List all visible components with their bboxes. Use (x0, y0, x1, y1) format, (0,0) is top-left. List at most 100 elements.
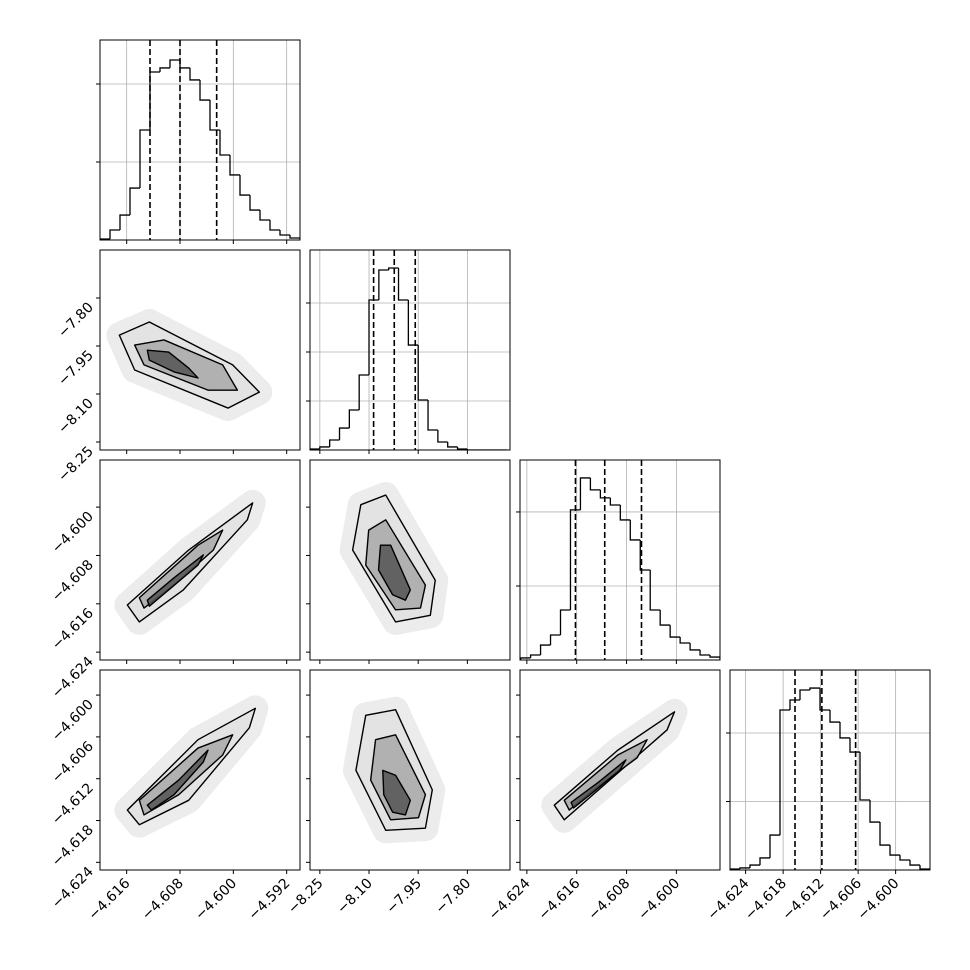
histogram-step (259, 210, 270, 221)
histogram-step (397, 268, 409, 301)
histogram-step (279, 230, 290, 236)
histogram-step (466, 449, 478, 450)
histogram-step (859, 752, 870, 801)
histogram-step (709, 654, 720, 660)
x-tick-label: −8.10 (334, 876, 376, 918)
contour (382, 769, 412, 816)
panel-frame (309, 669, 511, 871)
histogram-step (730, 868, 740, 870)
histogram-step (739, 867, 750, 870)
histogram-step (239, 174, 250, 196)
histogram-step (139, 129, 150, 189)
y-tick-label: −8.25 (55, 444, 97, 486)
histogram-step (889, 845, 900, 856)
histogram-step (839, 722, 850, 739)
histogram-step (189, 67, 200, 81)
histogram-step (358, 374, 370, 411)
y-tick-label: −4.618 (49, 822, 97, 870)
histogram-step (338, 427, 350, 441)
histogram-step (659, 609, 671, 626)
panel (730, 670, 930, 870)
x-tick-label: −4.600 (192, 876, 240, 924)
histogram-step (249, 195, 260, 211)
panel-frame (519, 459, 721, 661)
contour (570, 759, 627, 809)
panel (541, 698, 688, 833)
y-tick-label: −4.624 (49, 654, 97, 702)
histogram-step (869, 800, 880, 823)
histogram-step (809, 687, 820, 690)
y-tick-label: −4.624 (49, 864, 97, 912)
y-tick-label: −7.95 (55, 348, 97, 390)
y-tick-label: −4.600 (49, 697, 97, 745)
histogram-step (559, 609, 571, 635)
panel (520, 460, 720, 660)
histogram-step (629, 519, 641, 541)
histogram-step (219, 130, 230, 156)
histogram-step (909, 860, 920, 866)
histogram-step (769, 834, 780, 858)
histogram-step (199, 79, 210, 101)
histogram-step (229, 154, 240, 176)
panel-frame (309, 249, 511, 451)
histogram-step (789, 699, 800, 710)
y-tick-label: −4.600 (49, 509, 97, 557)
x-tick-label: −7.95 (383, 876, 425, 918)
histogram-step (679, 637, 691, 644)
histogram-step (456, 446, 468, 450)
panel-frame (729, 669, 931, 871)
histogram-step (689, 642, 701, 651)
histogram-step (829, 710, 840, 723)
histogram-step (437, 430, 448, 443)
histogram-step (109, 229, 120, 240)
histogram-step (749, 864, 760, 868)
panel (342, 696, 446, 844)
panel (100, 40, 300, 240)
histogram-step (649, 569, 661, 611)
histogram-step (669, 625, 681, 638)
y-tick-label: −4.606 (49, 738, 97, 786)
histogram-step (348, 409, 360, 429)
y-tick-label: −4.608 (49, 557, 97, 605)
x-tick-label: −8.25 (285, 876, 327, 918)
histogram-step (579, 477, 591, 510)
histogram-step (529, 654, 541, 658)
x-tick-label: −7.80 (433, 876, 475, 918)
histogram-step (919, 865, 930, 870)
x-tick-label: −4.616 (536, 875, 584, 923)
panel (339, 482, 449, 635)
contour (146, 749, 209, 811)
histogram-step (899, 855, 910, 861)
histogram-step (149, 71, 160, 131)
histogram-step (209, 100, 220, 131)
x-tick-label: −4.608 (585, 876, 633, 924)
histogram-step (539, 644, 551, 655)
panel-frame (99, 669, 301, 871)
histogram-step (879, 822, 890, 846)
contour (377, 544, 412, 601)
histogram-step (269, 220, 280, 231)
contour (369, 734, 427, 821)
panel (310, 250, 510, 450)
y-tick-label: −8.10 (55, 396, 97, 438)
histogram-step (569, 509, 581, 610)
histogram-step (119, 214, 130, 231)
x-tick-label: −4.592 (246, 876, 294, 924)
histogram-step (179, 59, 190, 69)
x-tick-label: −4.600 (855, 876, 903, 924)
histogram-step (319, 446, 330, 450)
histogram-step (639, 539, 651, 571)
x-tick-label: −4.624 (486, 875, 534, 923)
histogram-step (329, 439, 340, 447)
panel-frame (309, 459, 511, 661)
panel-frame (519, 669, 721, 871)
histogram-step (159, 67, 170, 72)
histogram-step (417, 345, 429, 401)
panel (106, 309, 273, 422)
histogram-step (520, 657, 531, 660)
histogram-step (609, 497, 621, 506)
histogram-step (599, 489, 611, 499)
histogram-step (310, 448, 320, 450)
histogram-step (819, 688, 830, 711)
